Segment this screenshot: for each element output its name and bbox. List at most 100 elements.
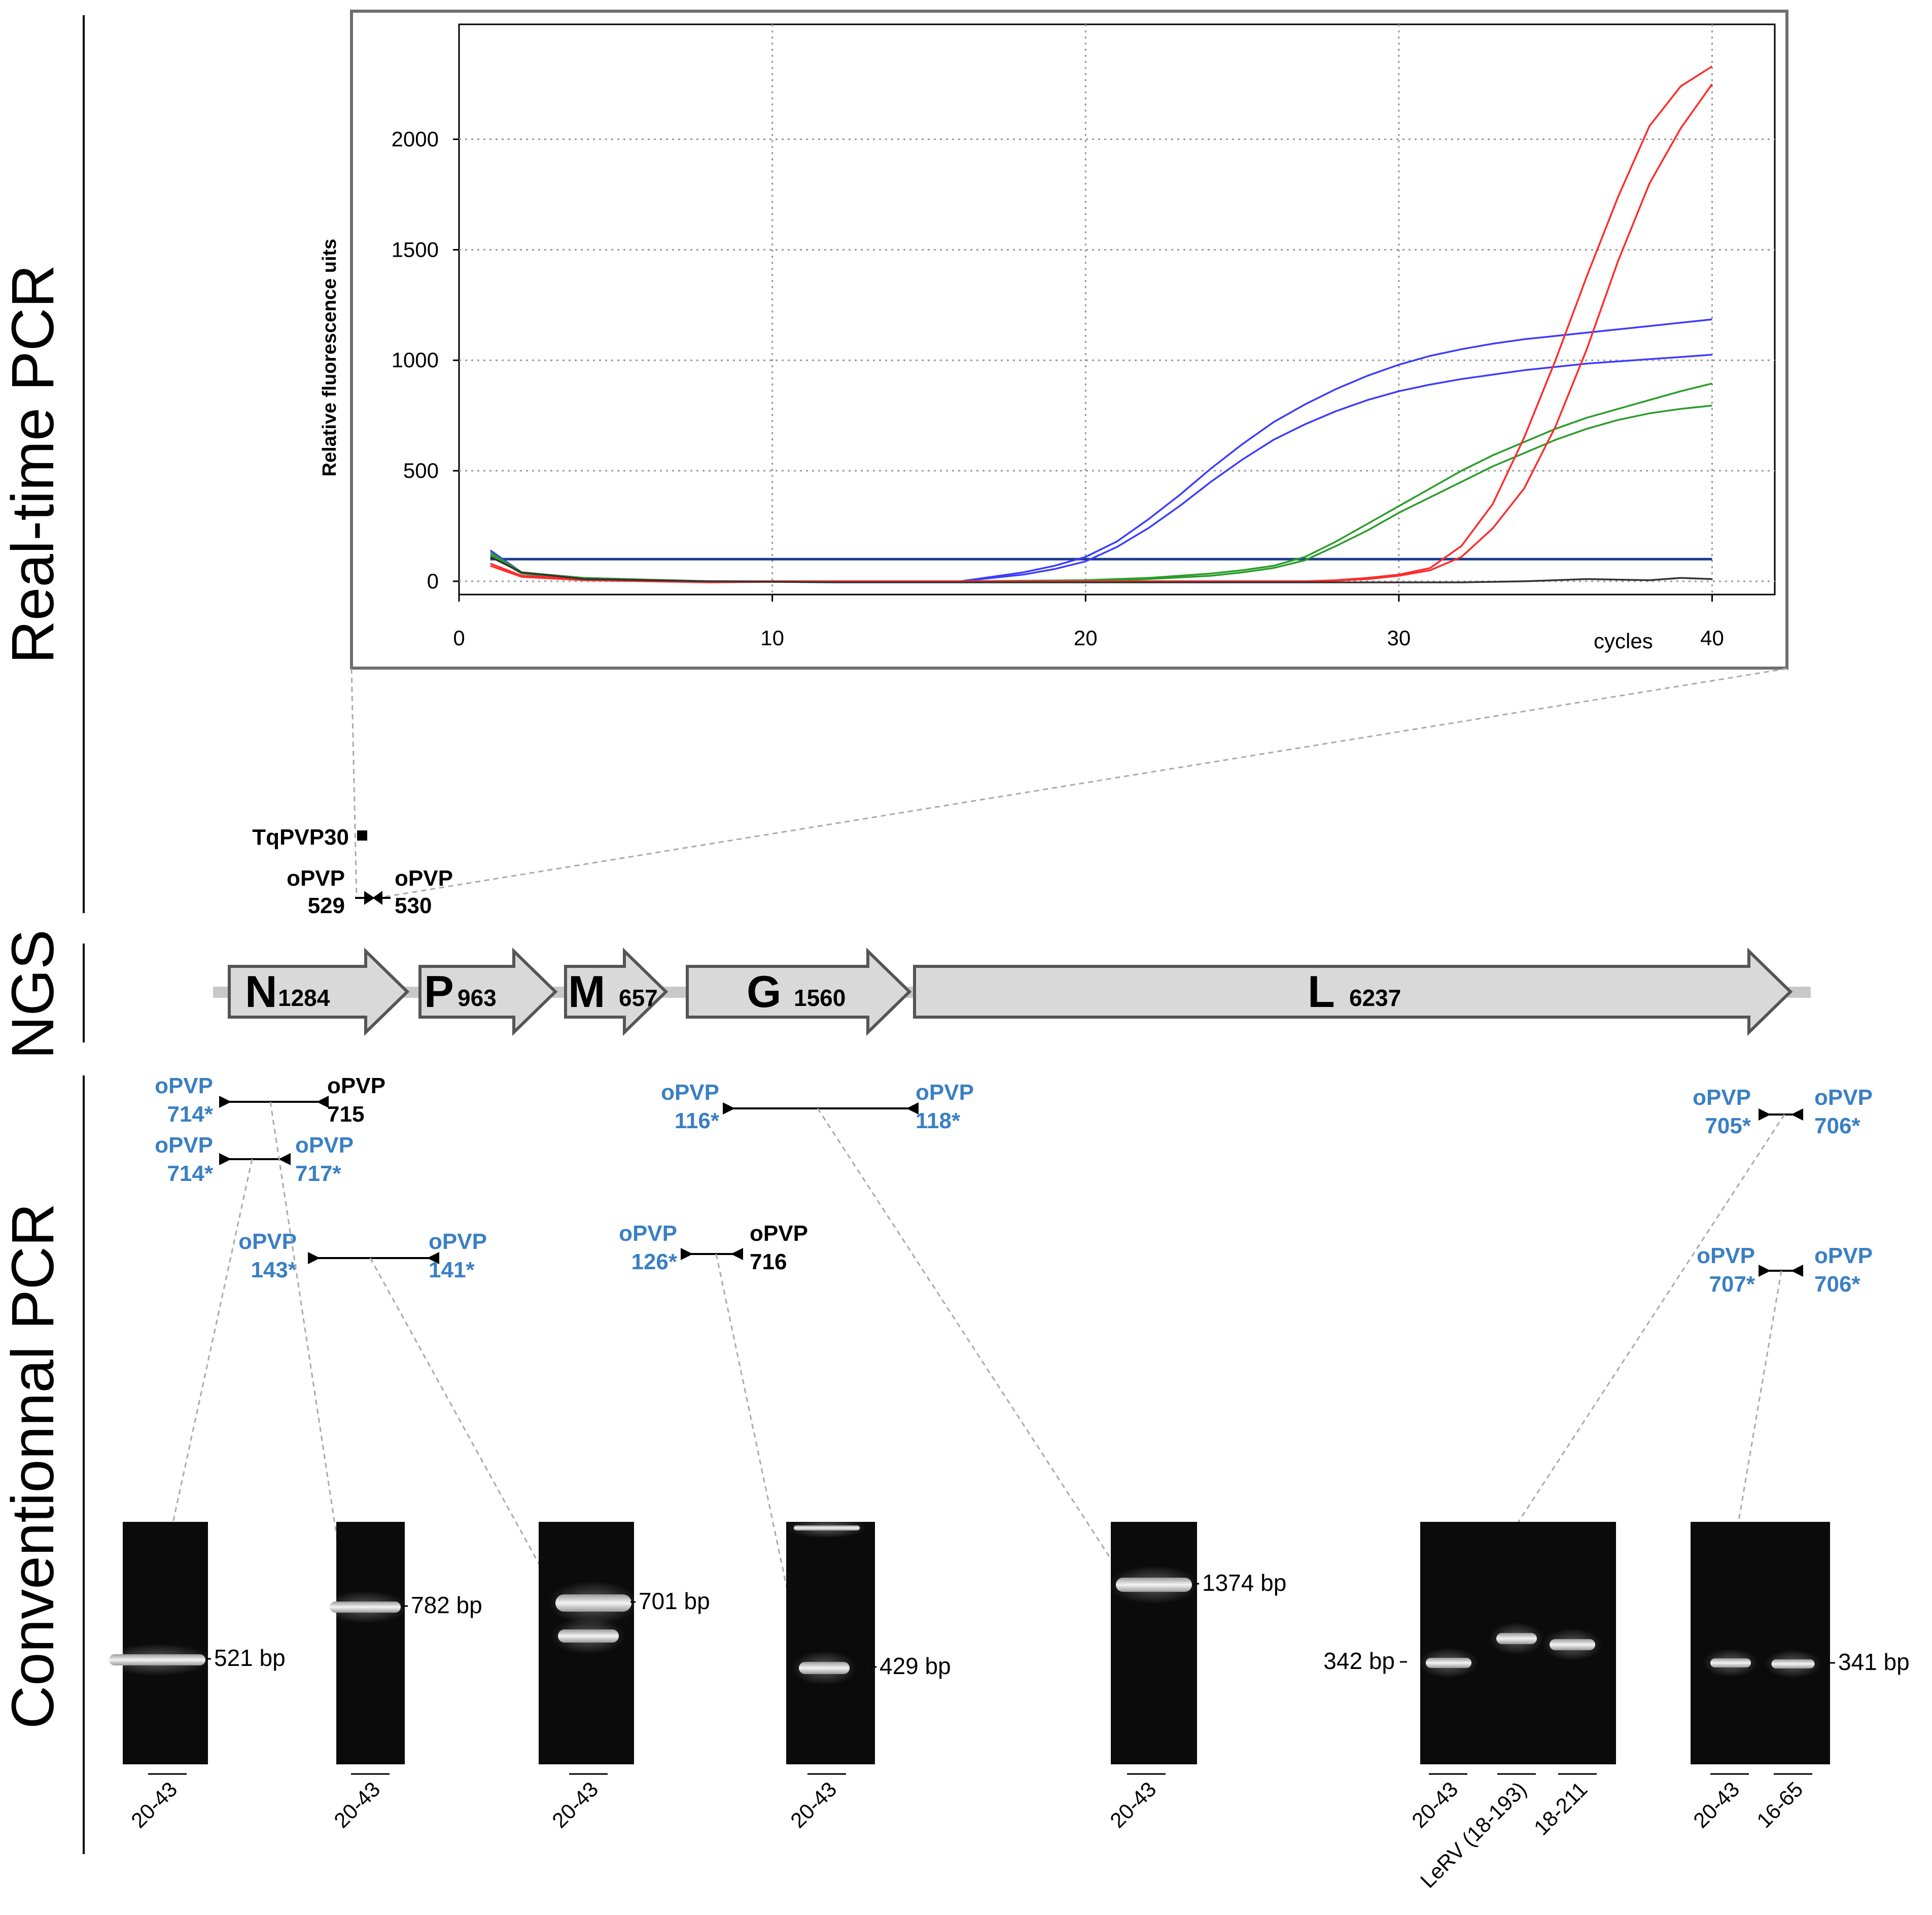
lane-label: 18-211 xyxy=(1529,1777,1592,1840)
pointer-1374 xyxy=(817,1108,1126,1581)
primer-pair: oPVP 705* oPVP 706* xyxy=(1693,1085,1873,1138)
gel-panels: 521 bp 20-43 782 bp 20-43 701 bp 20-43 429 bp 2… xyxy=(102,1518,1910,1893)
primer-pair: oPVP 714* oPVP 717* xyxy=(155,1133,354,1186)
gel-band xyxy=(558,1629,619,1643)
fwd-primer-id: 143* xyxy=(251,1258,297,1282)
x-tick-label: 20 xyxy=(1074,626,1098,650)
fwd-primer-id: 714* xyxy=(167,1161,213,1186)
rt-arrow-rev xyxy=(372,891,391,905)
pointer-429 xyxy=(715,1254,805,1669)
rev-primer-id: 716 xyxy=(750,1249,787,1274)
lane-label: 20-43 xyxy=(1105,1777,1161,1832)
rev-primer-id: 717* xyxy=(295,1161,341,1186)
band-size-label: 342 bp xyxy=(1323,1648,1395,1674)
gel-band xyxy=(1426,1658,1471,1668)
band-size-label: 429 bp xyxy=(880,1653,951,1679)
band-size-label: 701 bp xyxy=(639,1588,710,1614)
pointer-782 xyxy=(269,1101,346,1591)
rev-primer-name: oPVP xyxy=(327,1073,385,1098)
fwd-primer-id: 714* xyxy=(167,1102,213,1127)
x-axis-label: cycles xyxy=(1594,629,1653,653)
gene-length: 657 xyxy=(619,985,658,1011)
rev-primer-arrow xyxy=(731,1248,743,1260)
rev-primer-id: 706* xyxy=(1814,1272,1860,1297)
band-size-label: 782 bp xyxy=(411,1592,482,1618)
fwd-primer-name: oPVP xyxy=(1693,1085,1751,1110)
rev-primer-name: oPVP xyxy=(295,1133,354,1158)
fwd-primer-arrow xyxy=(723,1102,735,1115)
fwd-primer-name: oPVP xyxy=(619,1221,677,1246)
fwd-primer-id: 116* xyxy=(675,1108,720,1133)
series-line-7 xyxy=(490,556,1712,583)
gene-name: M xyxy=(568,966,605,1017)
lane-label: 20-43 xyxy=(1689,1777,1744,1832)
chart-frame xyxy=(350,10,1788,670)
gene-length: 963 xyxy=(458,985,497,1011)
rt-primer-fwd-name: oPVP xyxy=(287,866,345,891)
y-tick-label: 500 xyxy=(403,459,439,482)
gel-image xyxy=(336,1522,405,1764)
x-tick-label: 10 xyxy=(760,626,784,650)
zoom-line-left xyxy=(350,668,358,898)
fwd-primer-name: oPVP xyxy=(661,1080,719,1105)
fwd-primer-arrow xyxy=(681,1248,693,1260)
gene-length: 6237 xyxy=(1349,985,1401,1011)
gene-length: 1560 xyxy=(794,985,846,1011)
lane-label: 20-43 xyxy=(786,1777,841,1832)
fwd-primer-name: oPVP xyxy=(155,1073,213,1098)
y-tick-label: 2000 xyxy=(392,127,439,151)
band-size-label: 521 bp xyxy=(214,1645,286,1671)
rev-primer-name: oPVP xyxy=(1814,1085,1873,1110)
fwd-primer-id: 126* xyxy=(631,1249,677,1274)
gene-arrow-N xyxy=(228,947,410,1036)
gel-panel: 521 bp 20-43 xyxy=(102,1522,286,1832)
gel-band xyxy=(1550,1639,1595,1650)
gel-band xyxy=(330,1601,401,1613)
genome-map: N 1284 P 963 M 657 G 1560 L 6237 xyxy=(228,947,1793,1036)
gene-arrow-P xyxy=(418,947,558,1036)
y-tick-label: 1000 xyxy=(392,348,439,372)
rev-primer-name: oPVP xyxy=(750,1221,808,1246)
primer-pair: oPVP 707* oPVP 706* xyxy=(1697,1243,1873,1297)
fwd-primer-arrow xyxy=(219,1153,231,1165)
fwd-primer-name: oPVP xyxy=(1697,1243,1755,1268)
rt-arrow-fwd xyxy=(355,891,375,905)
fwd-primer-name: oPVP xyxy=(155,1133,213,1158)
band-size-label: 1374 bp xyxy=(1202,1570,1286,1596)
gel-image xyxy=(786,1522,875,1764)
zoom-line-right xyxy=(377,668,1787,899)
rev-primer-arrow xyxy=(1791,1108,1803,1121)
y-axis-label: Relative fluorescence uits xyxy=(319,239,340,477)
rt-primer-rev-name: oPVP xyxy=(395,866,453,891)
rev-primer-name: oPVP xyxy=(429,1229,487,1254)
plot-area xyxy=(458,23,1776,596)
rt-primer-fwd-num: 529 xyxy=(308,893,345,918)
lane-label: 20-43 xyxy=(126,1777,182,1832)
lane-label: 16-65 xyxy=(1752,1777,1807,1832)
y-tick-label: 0 xyxy=(427,569,439,593)
gel-band xyxy=(794,1525,860,1530)
gene-arrow-M xyxy=(564,947,669,1036)
rev-primer-arrow xyxy=(317,1096,329,1108)
primer-pairs: oPVP714*oPVP715oPVP714*oPVP717*oPVP143*o… xyxy=(155,1073,1873,1297)
lane-label: 20-43 xyxy=(547,1777,603,1832)
probe-marker xyxy=(357,830,367,841)
rev-primer-name: oPVP xyxy=(916,1080,974,1105)
y-axis: 0 500 1000 1500 2000 xyxy=(392,127,459,593)
lane-label: 20-43 xyxy=(329,1777,384,1832)
gene-arrow-L xyxy=(913,947,1793,1036)
gene-length: 1284 xyxy=(278,985,330,1011)
x-tick-label: 0 xyxy=(453,626,465,650)
rev-primer-arrow xyxy=(278,1153,291,1165)
gel-panel: 341 bp 20-43 16-65 xyxy=(1689,1522,1910,1832)
lane-label: 20-43 xyxy=(1407,1777,1462,1832)
gel-panel: 429 bp 20-43 xyxy=(786,1518,951,1832)
gel-band xyxy=(1496,1633,1537,1644)
gel-panel: 1374 bp 20-43 xyxy=(1105,1522,1286,1832)
rev-primer-arrow xyxy=(906,1102,919,1115)
gel-band xyxy=(1116,1578,1192,1592)
chart-series xyxy=(489,65,1713,583)
section-label-ngs: NGS xyxy=(0,929,66,1059)
